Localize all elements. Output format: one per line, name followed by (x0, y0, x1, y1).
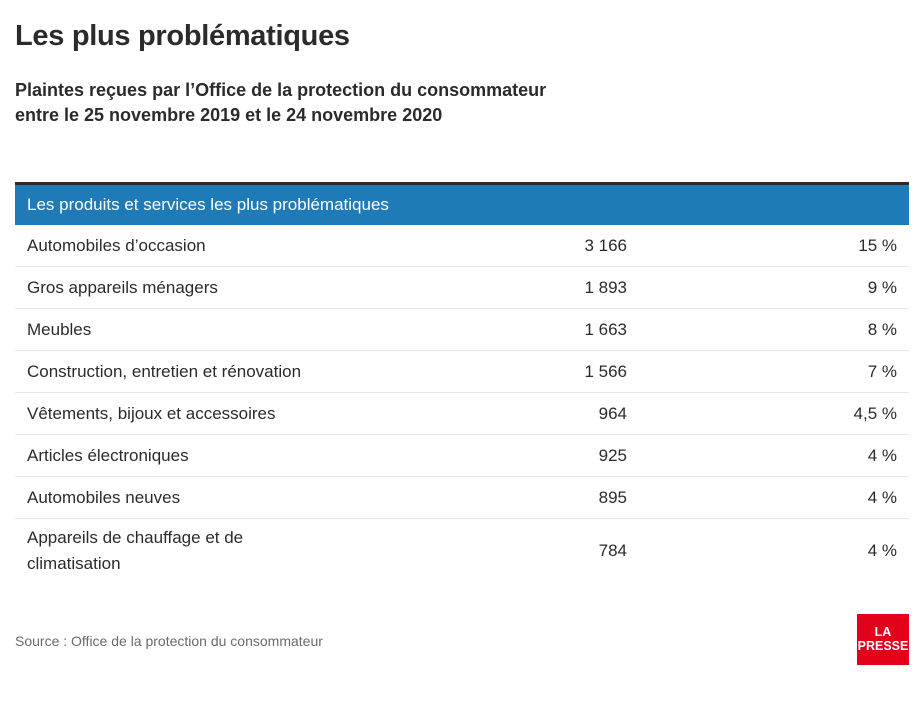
row-count: 1 893 (584, 277, 627, 297)
subtitle-line-2: entre le 25 novembre 2019 et le 24 novem… (15, 105, 443, 125)
row-percent: 15 % (858, 235, 897, 255)
table-row: Articles électroniques 925 4 % (15, 435, 909, 477)
table-row: Meubles 1 663 8 % (15, 309, 909, 351)
table-body: Automobiles d’occasion 3 166 15 % Gros appa… (15, 225, 909, 583)
table-row: Appareils de chauffage et de climatisati… (15, 519, 909, 583)
table-row: Construction, entretien et rénovation 1 5… (15, 351, 909, 393)
table-row: Automobiles d’occasion 3 166 15 % (15, 225, 909, 267)
logo-line-2: PRESSE (857, 639, 909, 653)
logo-line-1: LA (874, 625, 892, 639)
row-label: Automobiles d’occasion (27, 235, 206, 255)
row-count: 895 (598, 487, 627, 507)
row-percent: 4 % (867, 487, 897, 507)
subtitle-line-1: Plaintes reçues par l’Office de la prote… (15, 80, 547, 100)
row-count: 3 166 (584, 235, 627, 255)
table-header: Les produits et services les plus problé… (15, 185, 909, 225)
row-percent: 4,5 % (853, 403, 897, 423)
row-label: Vêtements, bijoux et accessoires (27, 403, 276, 423)
row-count: 1 663 (584, 319, 627, 339)
row-count: 964 (598, 403, 627, 423)
row-percent: 9 % (867, 277, 897, 297)
table-row: Vêtements, bijoux et accessoires 964 4,5 % (15, 393, 909, 435)
page-subtitle: Plaintes reçues par l’Office de la prote… (15, 78, 546, 128)
row-label: Automobiles neuves (27, 487, 181, 507)
row-count: 1 566 (584, 361, 627, 381)
la-presse-logo: LA PRESSE (857, 614, 909, 665)
table-row: Automobiles neuves 895 4 % (15, 477, 909, 519)
complaints-table: Les produits et services les plus problé… (15, 182, 909, 583)
row-label: Appareils de chauffage et de climatisati… (27, 528, 244, 573)
row-percent: 4 % (867, 541, 897, 560)
row-percent: 8 % (867, 319, 897, 339)
row-label: Meubles (27, 319, 92, 339)
row-count: 925 (598, 445, 627, 465)
source-note: Source : Office de la protection du cons… (15, 633, 323, 649)
table-top-rule (15, 182, 909, 185)
row-count: 784 (598, 541, 627, 560)
row-label: Construction, entretien et rénovation (27, 361, 302, 381)
row-percent: 7 % (867, 361, 897, 381)
row-label: Articles électroniques (27, 445, 189, 465)
page-title: Les plus problématiques (15, 20, 350, 52)
row-percent: 4 % (867, 445, 897, 465)
row-label: Gros appareils ménagers (27, 277, 218, 297)
table-row: Gros appareils ménagers 1 893 9 % (15, 267, 909, 309)
